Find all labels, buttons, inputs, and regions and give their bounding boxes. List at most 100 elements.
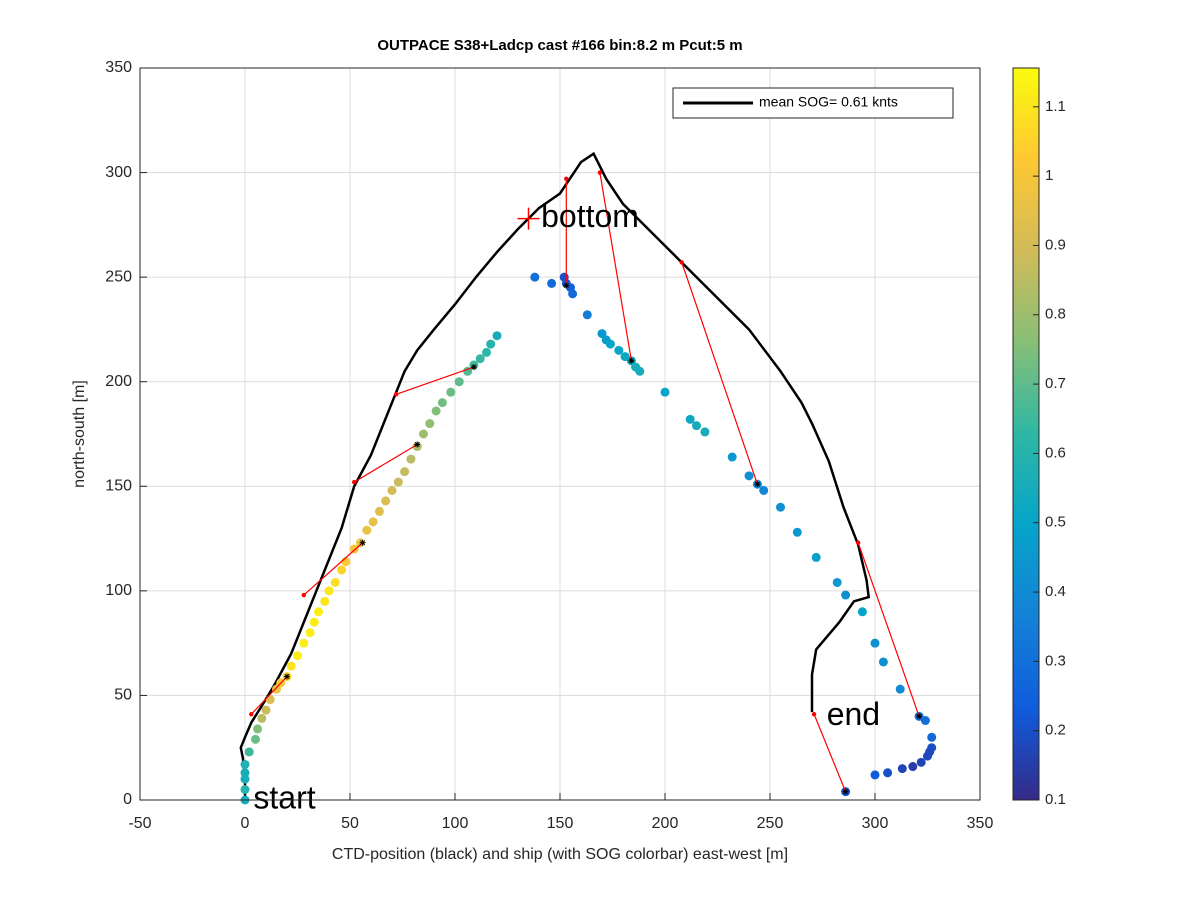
legend-label: mean SOG= 0.61 knts	[759, 94, 898, 110]
link-line	[353, 443, 418, 483]
link-line	[303, 542, 363, 596]
ship-point	[660, 387, 670, 397]
ship-point	[253, 724, 263, 734]
ship-point	[454, 377, 464, 387]
plot: start bottom end	[239, 151, 937, 815]
ship-point	[324, 586, 334, 596]
link-ctd-dot	[564, 176, 569, 182]
ship-point	[251, 734, 260, 744]
link-line	[396, 366, 475, 395]
annotation: end	[827, 696, 880, 732]
ship-point	[759, 485, 769, 495]
link-ship-asterisk	[470, 364, 477, 371]
colorbar-tick-label: 0.3	[1045, 652, 1066, 669]
ship-point	[368, 517, 378, 527]
ship-point	[920, 716, 930, 726]
x-tick-label: 50	[341, 815, 359, 832]
ship-point	[240, 785, 250, 795]
x-tick-label: 350	[967, 815, 994, 832]
link-ctd-dot	[856, 540, 861, 545]
link-line	[681, 262, 758, 485]
ship-point	[240, 774, 250, 784]
ship-point	[309, 617, 319, 627]
ship-point	[692, 421, 701, 431]
colorbar-tick-label: 0.9	[1045, 236, 1066, 253]
ship-point	[374, 506, 384, 516]
legend: mean SOG= 0.61 knts	[672, 87, 954, 119]
colorbar-tick-label: 0.1	[1045, 791, 1066, 808]
ship-point	[841, 590, 851, 600]
ship-point	[437, 398, 447, 408]
ship-point	[897, 764, 907, 774]
ship-point	[419, 429, 428, 439]
colorbar-tick-label: 0.2	[1045, 722, 1066, 739]
ship-point	[582, 310, 592, 320]
ship-point	[314, 607, 323, 617]
axes-box	[139, 67, 981, 801]
x-tick-label: 250	[757, 815, 784, 832]
ship-point	[393, 477, 403, 487]
ship-point	[614, 345, 624, 355]
ship-point	[492, 331, 502, 341]
grid: -50 0 50 100 150 200 250 300 350 0 50 100 150 200 250 3…	[105, 59, 993, 832]
x-tick-label: 0	[241, 815, 250, 832]
ship-point	[832, 577, 842, 587]
x-tick-label: 100	[442, 815, 469, 832]
y-tick-label: 250	[105, 268, 132, 285]
ship-point	[870, 638, 880, 648]
ship-point	[744, 471, 754, 481]
colorbar-tick-label: 0.4	[1045, 583, 1066, 600]
ship-point	[700, 427, 710, 437]
x-tick-label: 300	[862, 815, 889, 832]
ship-point	[244, 747, 254, 757]
ship-point	[870, 770, 880, 780]
link-ship-asterisk	[916, 713, 923, 720]
link-ctd-dot	[249, 712, 254, 717]
ship-point	[381, 496, 391, 506]
colorbar-tick-label: 0.6	[1045, 444, 1066, 461]
y-tick-label: 200	[105, 373, 132, 390]
x-tick-label: 150	[547, 815, 574, 832]
link-ctd-dot	[352, 479, 357, 485]
ship-point	[337, 565, 347, 575]
link-ship-asterisk	[628, 357, 635, 364]
y-tick-label: 300	[105, 164, 132, 181]
ship-point	[362, 525, 372, 535]
ship-point	[320, 596, 330, 606]
ctd-track	[239, 151, 871, 800]
annotation: bottom	[541, 198, 639, 234]
link-ctd-dot	[394, 392, 399, 397]
ship-point	[482, 347, 491, 357]
y-tick-label: 0	[123, 791, 132, 808]
ship-point	[293, 651, 302, 661]
link-line	[599, 172, 632, 361]
bottom-marker	[517, 207, 540, 230]
x-axis-label: CTD-position (black) and ship (with SOG …	[332, 846, 788, 863]
ship-point	[568, 289, 578, 299]
ship-point	[635, 366, 645, 376]
link-line	[813, 714, 847, 792]
ship-point	[895, 684, 905, 694]
y-tick-label: 350	[105, 59, 132, 76]
ship-point	[265, 695, 275, 705]
y-tick-label: 100	[105, 582, 132, 599]
ship-point	[257, 713, 267, 723]
link-ctd-dot	[811, 712, 817, 717]
colorbar-tick-label: 0.8	[1045, 306, 1066, 323]
y-tick-label: 50	[114, 687, 132, 704]
ship-point	[792, 527, 802, 537]
ship-point	[400, 467, 410, 477]
ship-point	[547, 278, 557, 288]
x-tick-label: 200	[652, 815, 679, 832]
ship-point	[425, 419, 435, 429]
link-ship-asterisk	[754, 481, 761, 488]
ship-point	[727, 452, 737, 462]
link-line	[250, 676, 288, 715]
ship-point	[857, 607, 867, 617]
link-ctd-dot	[301, 592, 306, 598]
ship-point	[908, 762, 918, 772]
link-ship-asterisk	[414, 441, 421, 448]
link-line	[857, 542, 920, 717]
ship-point	[878, 657, 888, 667]
ship-point	[475, 354, 485, 364]
